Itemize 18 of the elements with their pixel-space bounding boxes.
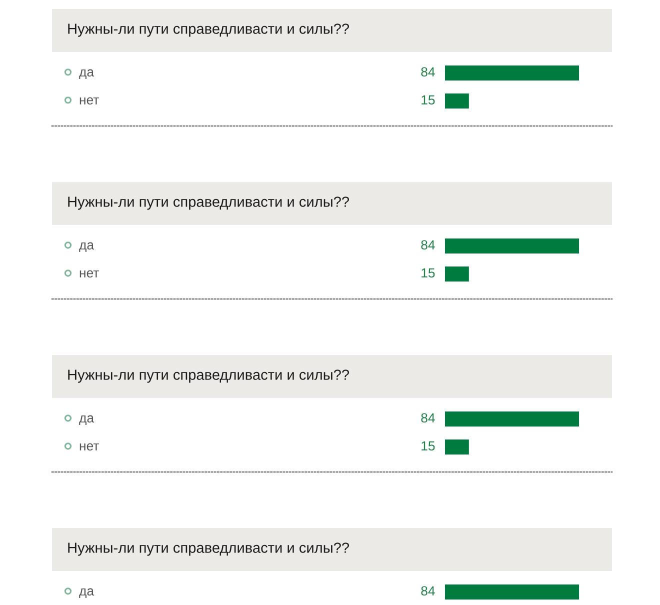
text: Нужны-ли пути справедливасти и силы?? bbox=[68, 542, 350, 556]
data-label: 15 bbox=[422, 95, 435, 105]
data-label: 84 bbox=[421, 586, 435, 596]
data-label: 84 bbox=[421, 67, 435, 77]
y-tick-label: да bbox=[79, 588, 94, 598]
y-tick-label: нет bbox=[80, 443, 99, 451]
data-label: 84 bbox=[421, 413, 435, 423]
text: Нужны-ли пути справедливасти и силы?? bbox=[68, 370, 350, 383]
data-label: 15 bbox=[422, 441, 435, 451]
data-label: 84 bbox=[421, 240, 435, 250]
data-label: 15 bbox=[422, 268, 435, 278]
y-tick-label: да bbox=[79, 415, 94, 426]
text: Нужны-ли пути справедливасти и силы?? bbox=[68, 24, 350, 37]
y-tick-label: да bbox=[79, 69, 94, 80]
text: Нужны-ли пути справедливасти и силы?? bbox=[68, 196, 350, 210]
y-tick-label: нет bbox=[80, 270, 99, 278]
y-tick-label: нет bbox=[80, 97, 99, 105]
y-tick-label: да bbox=[79, 242, 94, 252]
